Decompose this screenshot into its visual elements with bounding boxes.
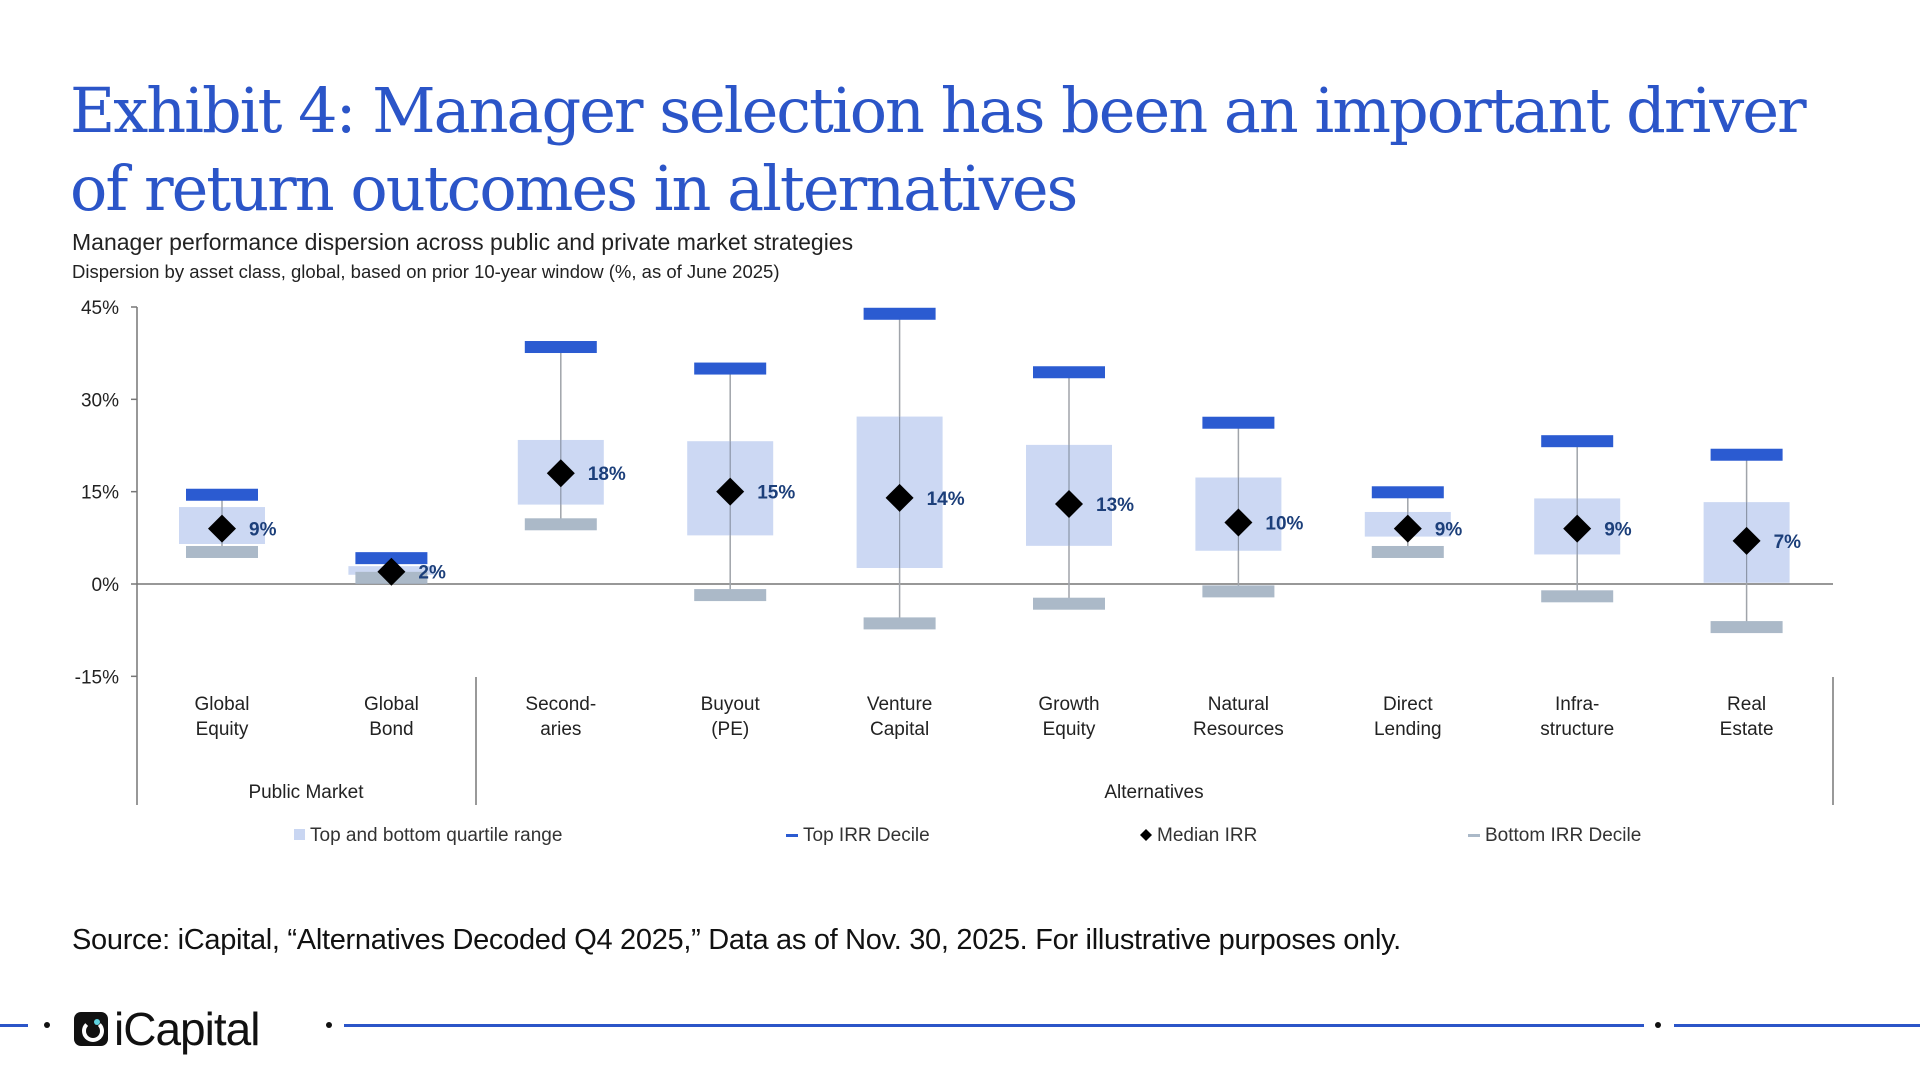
median-label: 9% [249, 520, 277, 541]
median-label: 15% [757, 483, 795, 504]
bottom-decile-bar [524, 518, 597, 531]
median-marker [1224, 508, 1253, 537]
footer-line-middle [344, 1024, 1644, 1027]
legend-swatch-top-decile [786, 834, 798, 837]
median-marker [716, 477, 745, 506]
logo-text: iCapital [114, 1003, 260, 1055]
category-label: Capital [870, 719, 929, 740]
median-label: 9% [1435, 520, 1463, 541]
y-tick-label: -15% [75, 667, 119, 688]
legend-label: Bottom IRR Decile [1485, 825, 1641, 846]
median-marker [885, 483, 914, 512]
top-decile-bar [1033, 366, 1105, 379]
bottom-decile-bar [1371, 545, 1444, 558]
top-decile-bar [694, 362, 767, 375]
category-label: Equity [1043, 719, 1096, 740]
top-decile-bar [524, 341, 597, 354]
category-label: Direct [1383, 694, 1433, 715]
footer-dot [1655, 1022, 1661, 1028]
median-marker [1732, 526, 1761, 555]
chart-description: Dispersion by asset class, global, based… [72, 261, 780, 282]
group-label-public-market: Public Market [248, 782, 364, 803]
footer-line-right [1674, 1024, 1920, 1027]
median-label: 13% [1096, 495, 1134, 516]
chart-subtitle: Manager performance dispersion across pu… [72, 229, 854, 255]
top-decile-bar [863, 307, 936, 320]
legend-swatch-median [1140, 829, 1152, 841]
category-label: Estate [1720, 719, 1774, 740]
top-decile-bar [1541, 435, 1614, 448]
category-label: (PE) [711, 719, 749, 740]
median-label: 7% [1774, 532, 1802, 553]
bottom-decile-bar [694, 589, 767, 602]
category-label: Second- [525, 694, 596, 715]
median-label: 2% [418, 563, 446, 584]
icapital-logo: iCapital [74, 1003, 260, 1055]
median-label: 14% [927, 489, 965, 510]
bottom-decile-bar [186, 545, 258, 558]
group-label-alternatives: Alternatives [1104, 782, 1203, 803]
bottom-decile-bar [1033, 597, 1105, 610]
median-label: 9% [1604, 520, 1632, 541]
top-decile-bar [1202, 416, 1275, 429]
category-label: Venture [867, 694, 933, 715]
bottom-decile-bar [1202, 585, 1275, 598]
median-label: 18% [588, 464, 626, 485]
median-marker [208, 514, 236, 543]
category-label: Resources [1193, 719, 1284, 740]
category-label: Real [1727, 694, 1766, 715]
y-tick-label: 15% [81, 483, 119, 504]
source-note: Source: iCapital, “Alternatives Decoded … [72, 924, 1401, 956]
category-label: Bond [369, 719, 413, 740]
category-label: Equity [196, 719, 249, 740]
footer-dot [44, 1022, 50, 1028]
category-label: Buyout [701, 694, 761, 715]
page-title: Exhibit 4: Manager selection has been an… [70, 74, 1807, 225]
legend-swatch-bottom-decile [1468, 834, 1480, 837]
category-label: Global [195, 694, 250, 715]
median-marker [1055, 489, 1083, 518]
category-label: Global [364, 694, 419, 715]
y-tick-label: 30% [81, 390, 119, 411]
category-label: Lending [1374, 719, 1442, 740]
bottom-decile-bar [863, 617, 936, 630]
category-label: aries [540, 719, 581, 740]
top-decile-bar [186, 488, 258, 501]
y-tick-label: 0% [92, 575, 120, 596]
legend-label: Top IRR Decile [803, 825, 930, 846]
median-marker [1393, 514, 1422, 543]
legend-label: Median IRR [1157, 825, 1257, 846]
category-label: Growth [1038, 694, 1099, 715]
footer-line-left [0, 1024, 28, 1027]
legend-swatch-quartile [294, 829, 305, 840]
category-label: Infra- [1555, 694, 1599, 715]
median-label: 10% [1265, 513, 1303, 534]
median-marker [377, 557, 406, 586]
category-label: structure [1540, 719, 1614, 740]
top-decile-bar [1710, 448, 1783, 461]
bottom-decile-bar [1710, 621, 1783, 634]
median-marker [1563, 514, 1592, 543]
bottom-decile-bar [1541, 590, 1614, 603]
footer-dot [326, 1022, 332, 1028]
legend-label: Top and bottom quartile range [310, 825, 562, 846]
icapital-logo-icon [74, 1012, 108, 1046]
top-decile-bar [1371, 486, 1444, 499]
category-label: Natural [1208, 694, 1269, 715]
median-marker [546, 459, 575, 488]
y-tick-label: 45% [81, 298, 119, 319]
